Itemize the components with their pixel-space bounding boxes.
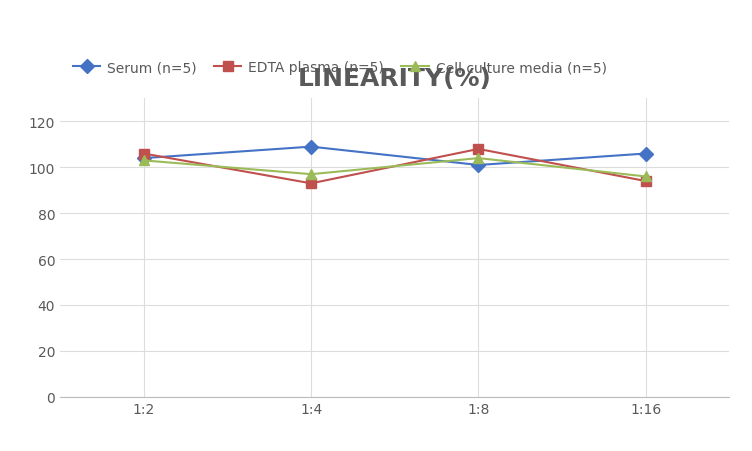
EDTA plasma (n=5)	[307, 181, 316, 187]
Line: Serum (n=5): Serum (n=5)	[139, 143, 650, 170]
Cell culture media (n=5)	[139, 158, 148, 164]
Line: Cell culture media (n=5): Cell culture media (n=5)	[139, 154, 650, 182]
Line: EDTA plasma (n=5): EDTA plasma (n=5)	[139, 145, 650, 189]
EDTA plasma (n=5)	[641, 179, 650, 184]
EDTA plasma (n=5)	[474, 147, 483, 152]
Title: LINEARITY(%): LINEARITY(%)	[298, 66, 492, 90]
Cell culture media (n=5)	[307, 172, 316, 178]
Serum (n=5)	[474, 163, 483, 168]
Cell culture media (n=5)	[474, 156, 483, 161]
Serum (n=5)	[139, 156, 148, 161]
Serum (n=5)	[307, 145, 316, 150]
EDTA plasma (n=5)	[139, 152, 148, 157]
Legend: Serum (n=5), EDTA plasma (n=5), Cell culture media (n=5): Serum (n=5), EDTA plasma (n=5), Cell cul…	[67, 55, 612, 81]
Serum (n=5)	[641, 152, 650, 157]
Cell culture media (n=5)	[641, 175, 650, 180]
